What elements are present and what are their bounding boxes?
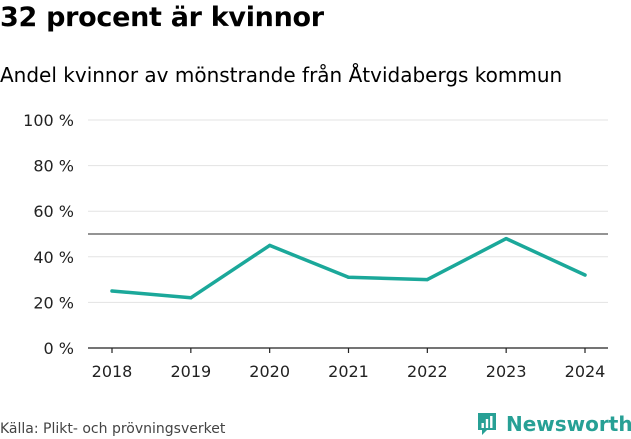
data-point (268, 243, 272, 247)
data-point (583, 273, 587, 277)
x-tick-label: 2023 (486, 362, 527, 381)
x-tick-label: 2024 (565, 362, 606, 381)
y-tick-label: 40 % (33, 248, 74, 267)
brand-name: Newsworthy (506, 412, 631, 436)
x-tick-label: 2019 (170, 362, 211, 381)
chart-title: 32 procent är kvinnor (0, 2, 324, 33)
line-chart: 0 % 20 % 40 % 60 % 80 % 100 % 2018 2019 2020 202… (23, 111, 608, 381)
y-tick-label: 80 % (33, 157, 74, 176)
data-point (189, 296, 193, 300)
data-point (346, 275, 351, 279)
brand-logo-group: Newsworthy (476, 409, 631, 439)
chart-subtitle: Andel kvinnor av mönstrande från Åtvidab… (0, 63, 563, 87)
y-tick-label: 100 % (23, 111, 74, 130)
data-point (110, 289, 114, 293)
series-line (110, 236, 587, 300)
x-tick-label: 2020 (249, 362, 290, 381)
data-point (425, 278, 429, 282)
x-tick-label: 2021 (328, 362, 369, 381)
data-point (504, 236, 508, 241)
x-tick-label: 2022 (407, 362, 448, 381)
newsworthy-chart-icon (478, 413, 496, 435)
x-tick-label: 2018 (92, 362, 133, 381)
y-tick-label: 20 % (33, 293, 74, 312)
y-tick-label: 0 % (44, 339, 74, 358)
y-tick-label: 60 % (33, 202, 74, 221)
source-note: Källa: Plikt- och prövningsverket (0, 421, 226, 437)
